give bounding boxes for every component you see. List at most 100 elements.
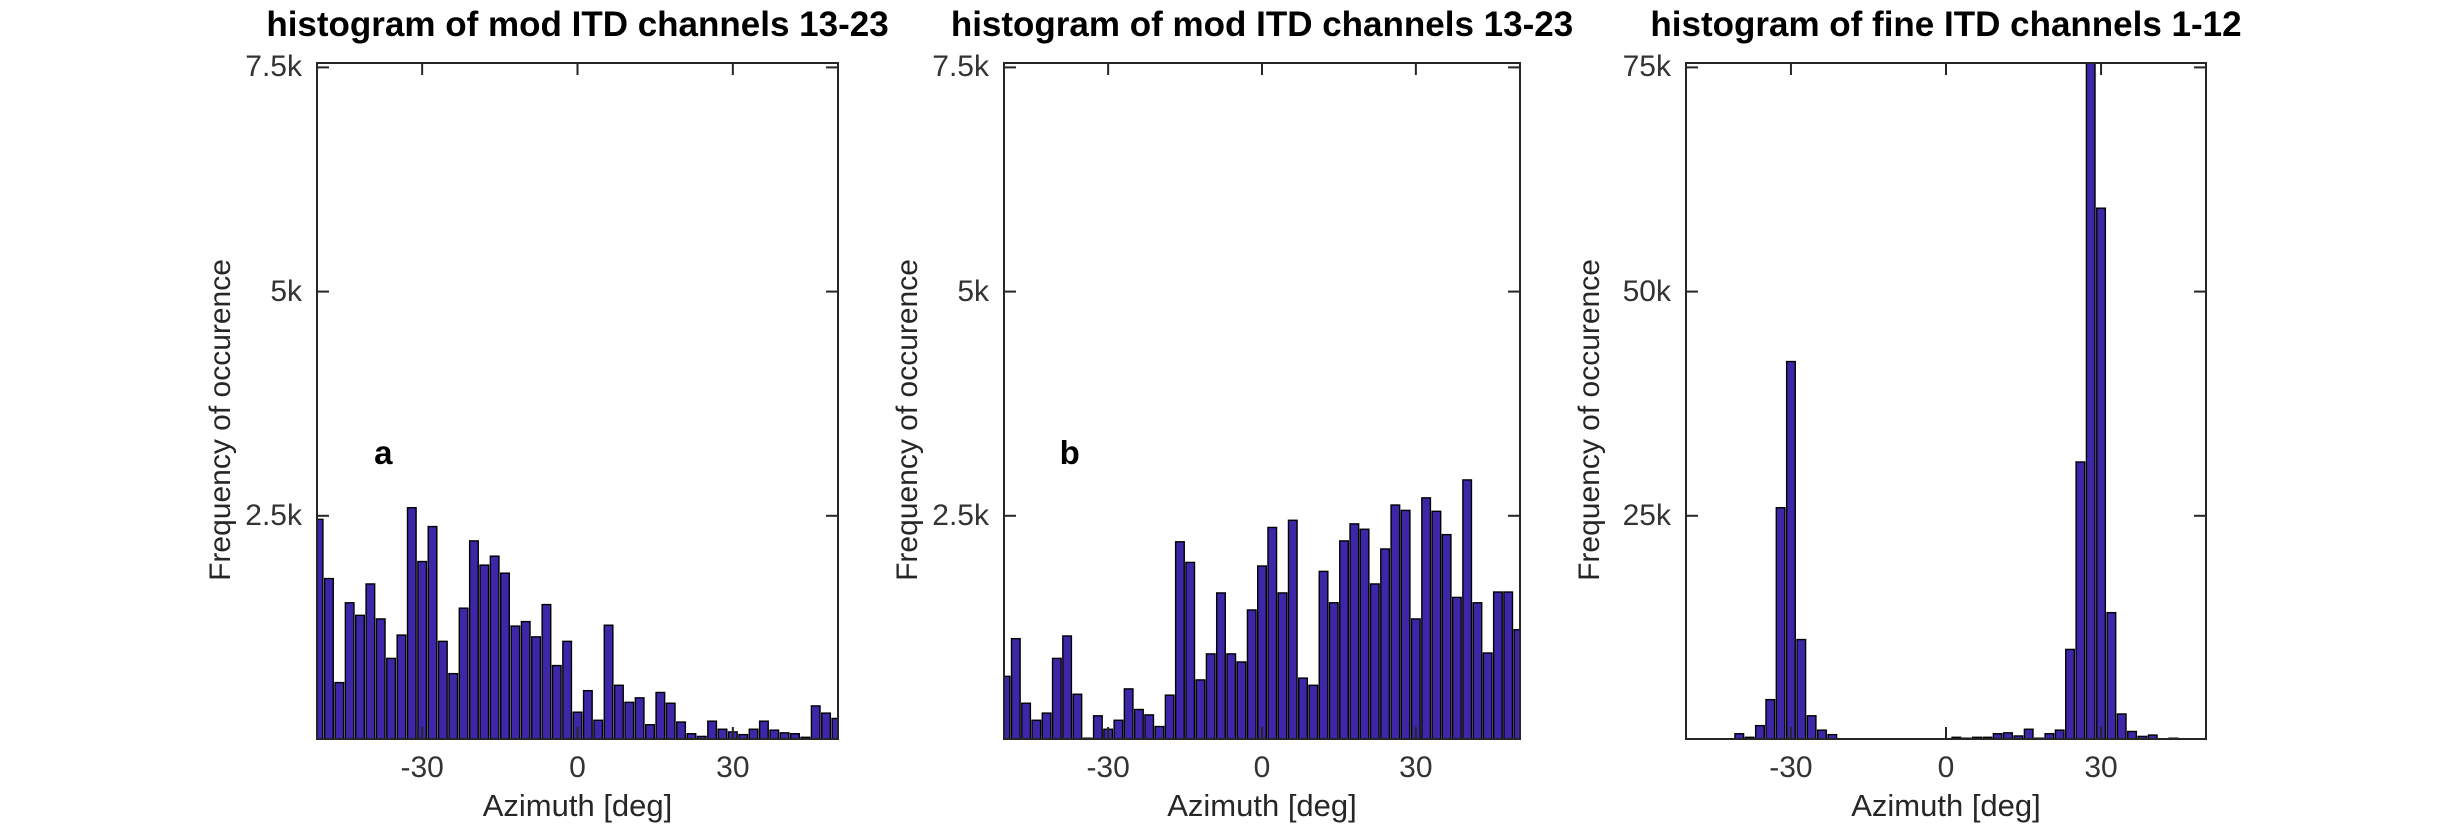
y-axis-label: Frequency of occurence [204, 259, 237, 581]
histogram-bar [2075, 461, 2086, 740]
histogram-bar [1410, 618, 1421, 740]
histogram-bar [645, 724, 656, 740]
histogram-bar [1765, 698, 1776, 740]
histogram-bar [2127, 730, 2138, 740]
histogram-bar [499, 572, 510, 740]
histogram-plot-fine [1685, 62, 2207, 740]
panel-title: histogram of mod ITD channels 13-23 [266, 5, 889, 44]
histogram-bar [686, 733, 697, 740]
histogram-bar [2023, 728, 2034, 740]
histogram-bar [1256, 565, 1267, 740]
histogram-bar [624, 701, 635, 740]
x-tick-label: 0 [1253, 751, 1271, 784]
histogram-bar [1195, 679, 1206, 740]
histogram-bar [1369, 583, 1380, 740]
histogram-bar [1154, 725, 1165, 740]
histogram-bar [603, 624, 614, 740]
histogram-bar [1144, 714, 1155, 740]
histogram-bar [665, 702, 676, 740]
x-axis-label: Azimuth [deg] [482, 788, 673, 823]
x-tick-label: 0 [1937, 751, 1955, 784]
y-tick-label: 5k [270, 274, 302, 308]
axes-box [316, 62, 839, 740]
histogram-plot-a [316, 62, 839, 740]
histogram-bar [593, 719, 604, 740]
histogram-bar [1451, 596, 1462, 740]
histogram-bar [676, 721, 687, 740]
histogram-bar [1133, 708, 1144, 740]
histogram-bar [1277, 592, 1288, 740]
histogram-bar [1359, 528, 1370, 740]
histogram-bar [417, 560, 428, 740]
histogram-bar [437, 640, 448, 740]
x-tick-label: 30 [716, 751, 750, 784]
histogram-bar [1492, 591, 1503, 740]
histogram-bar [1513, 628, 1521, 740]
histogram-bar [458, 607, 469, 740]
histogram-bar [1318, 570, 1329, 740]
histogram-bar [707, 720, 718, 740]
histogram-bar [582, 689, 593, 740]
histogram-bar [1328, 602, 1339, 740]
histogram-bar [821, 712, 832, 740]
histogram-bar [634, 697, 645, 740]
x-tick-label: -30 [1086, 751, 1130, 784]
histogram-bar [1164, 694, 1175, 740]
histogram-bar [1775, 507, 1786, 740]
y-tick-label: 7.5k [932, 50, 989, 84]
histogram-bar [2044, 733, 2055, 740]
x-axis-label: Azimuth [deg] [1851, 788, 2041, 823]
histogram-bar [2096, 207, 2107, 740]
histogram-bar [1246, 609, 1257, 740]
histogram-bar [758, 720, 769, 740]
histogram-bar [365, 583, 376, 740]
histogram-bar [316, 518, 324, 740]
axes-box [1685, 62, 2207, 740]
y-tick-label: 2.5k [932, 498, 989, 532]
histogram-bar [1503, 591, 1514, 740]
histogram-bar [717, 728, 728, 740]
histogram-bar [1072, 693, 1083, 740]
histogram-bar [1816, 729, 1827, 740]
histogram-bar [520, 620, 531, 740]
histogram-bar [489, 555, 500, 740]
histogram-bar [769, 729, 780, 740]
histogram-bar [386, 657, 397, 740]
histogram-bar [1215, 592, 1226, 740]
histogram-bar [344, 602, 355, 740]
histogram-bar [1431, 510, 1442, 740]
histogram-bar [779, 732, 790, 740]
histogram-bar [2003, 732, 2014, 740]
histogram-bar [789, 733, 800, 740]
histogram-bar [1010, 637, 1021, 740]
y-tick-label: 2.5k [245, 498, 302, 532]
histogram-bar [1185, 561, 1196, 740]
histogram-bar [562, 640, 573, 740]
x-tick-label: 30 [1399, 751, 1433, 784]
histogram-bar [1051, 657, 1062, 740]
histogram-bar [1796, 638, 1807, 740]
histogram-bar [551, 664, 562, 740]
histogram-bar [1003, 675, 1011, 740]
x-tick-label: 30 [2084, 751, 2118, 784]
histogram-bar [1421, 497, 1432, 740]
histogram-bar [1349, 523, 1360, 740]
histogram-bar [1339, 540, 1350, 740]
histogram-bar [334, 681, 345, 740]
histogram-bar [1041, 712, 1052, 740]
x-tick-label: -30 [400, 751, 444, 784]
x-axis-label: Azimuth [deg] [1167, 788, 1357, 823]
histogram-bar [406, 507, 417, 740]
histogram-bar [2085, 62, 2096, 740]
histogram-bar [479, 564, 490, 740]
histogram-bar [531, 636, 542, 740]
histogram-bar [2054, 729, 2065, 740]
histogram-bar [510, 625, 521, 740]
histogram-bar [1236, 661, 1247, 740]
y-tick-label: 5k [957, 274, 989, 308]
y-tick-label: 25k [1622, 498, 1671, 532]
panel-title: histogram of mod ITD channels 13-23 [950, 5, 1574, 44]
histogram-bar [810, 705, 821, 740]
x-tick-label: -30 [1769, 751, 1813, 784]
